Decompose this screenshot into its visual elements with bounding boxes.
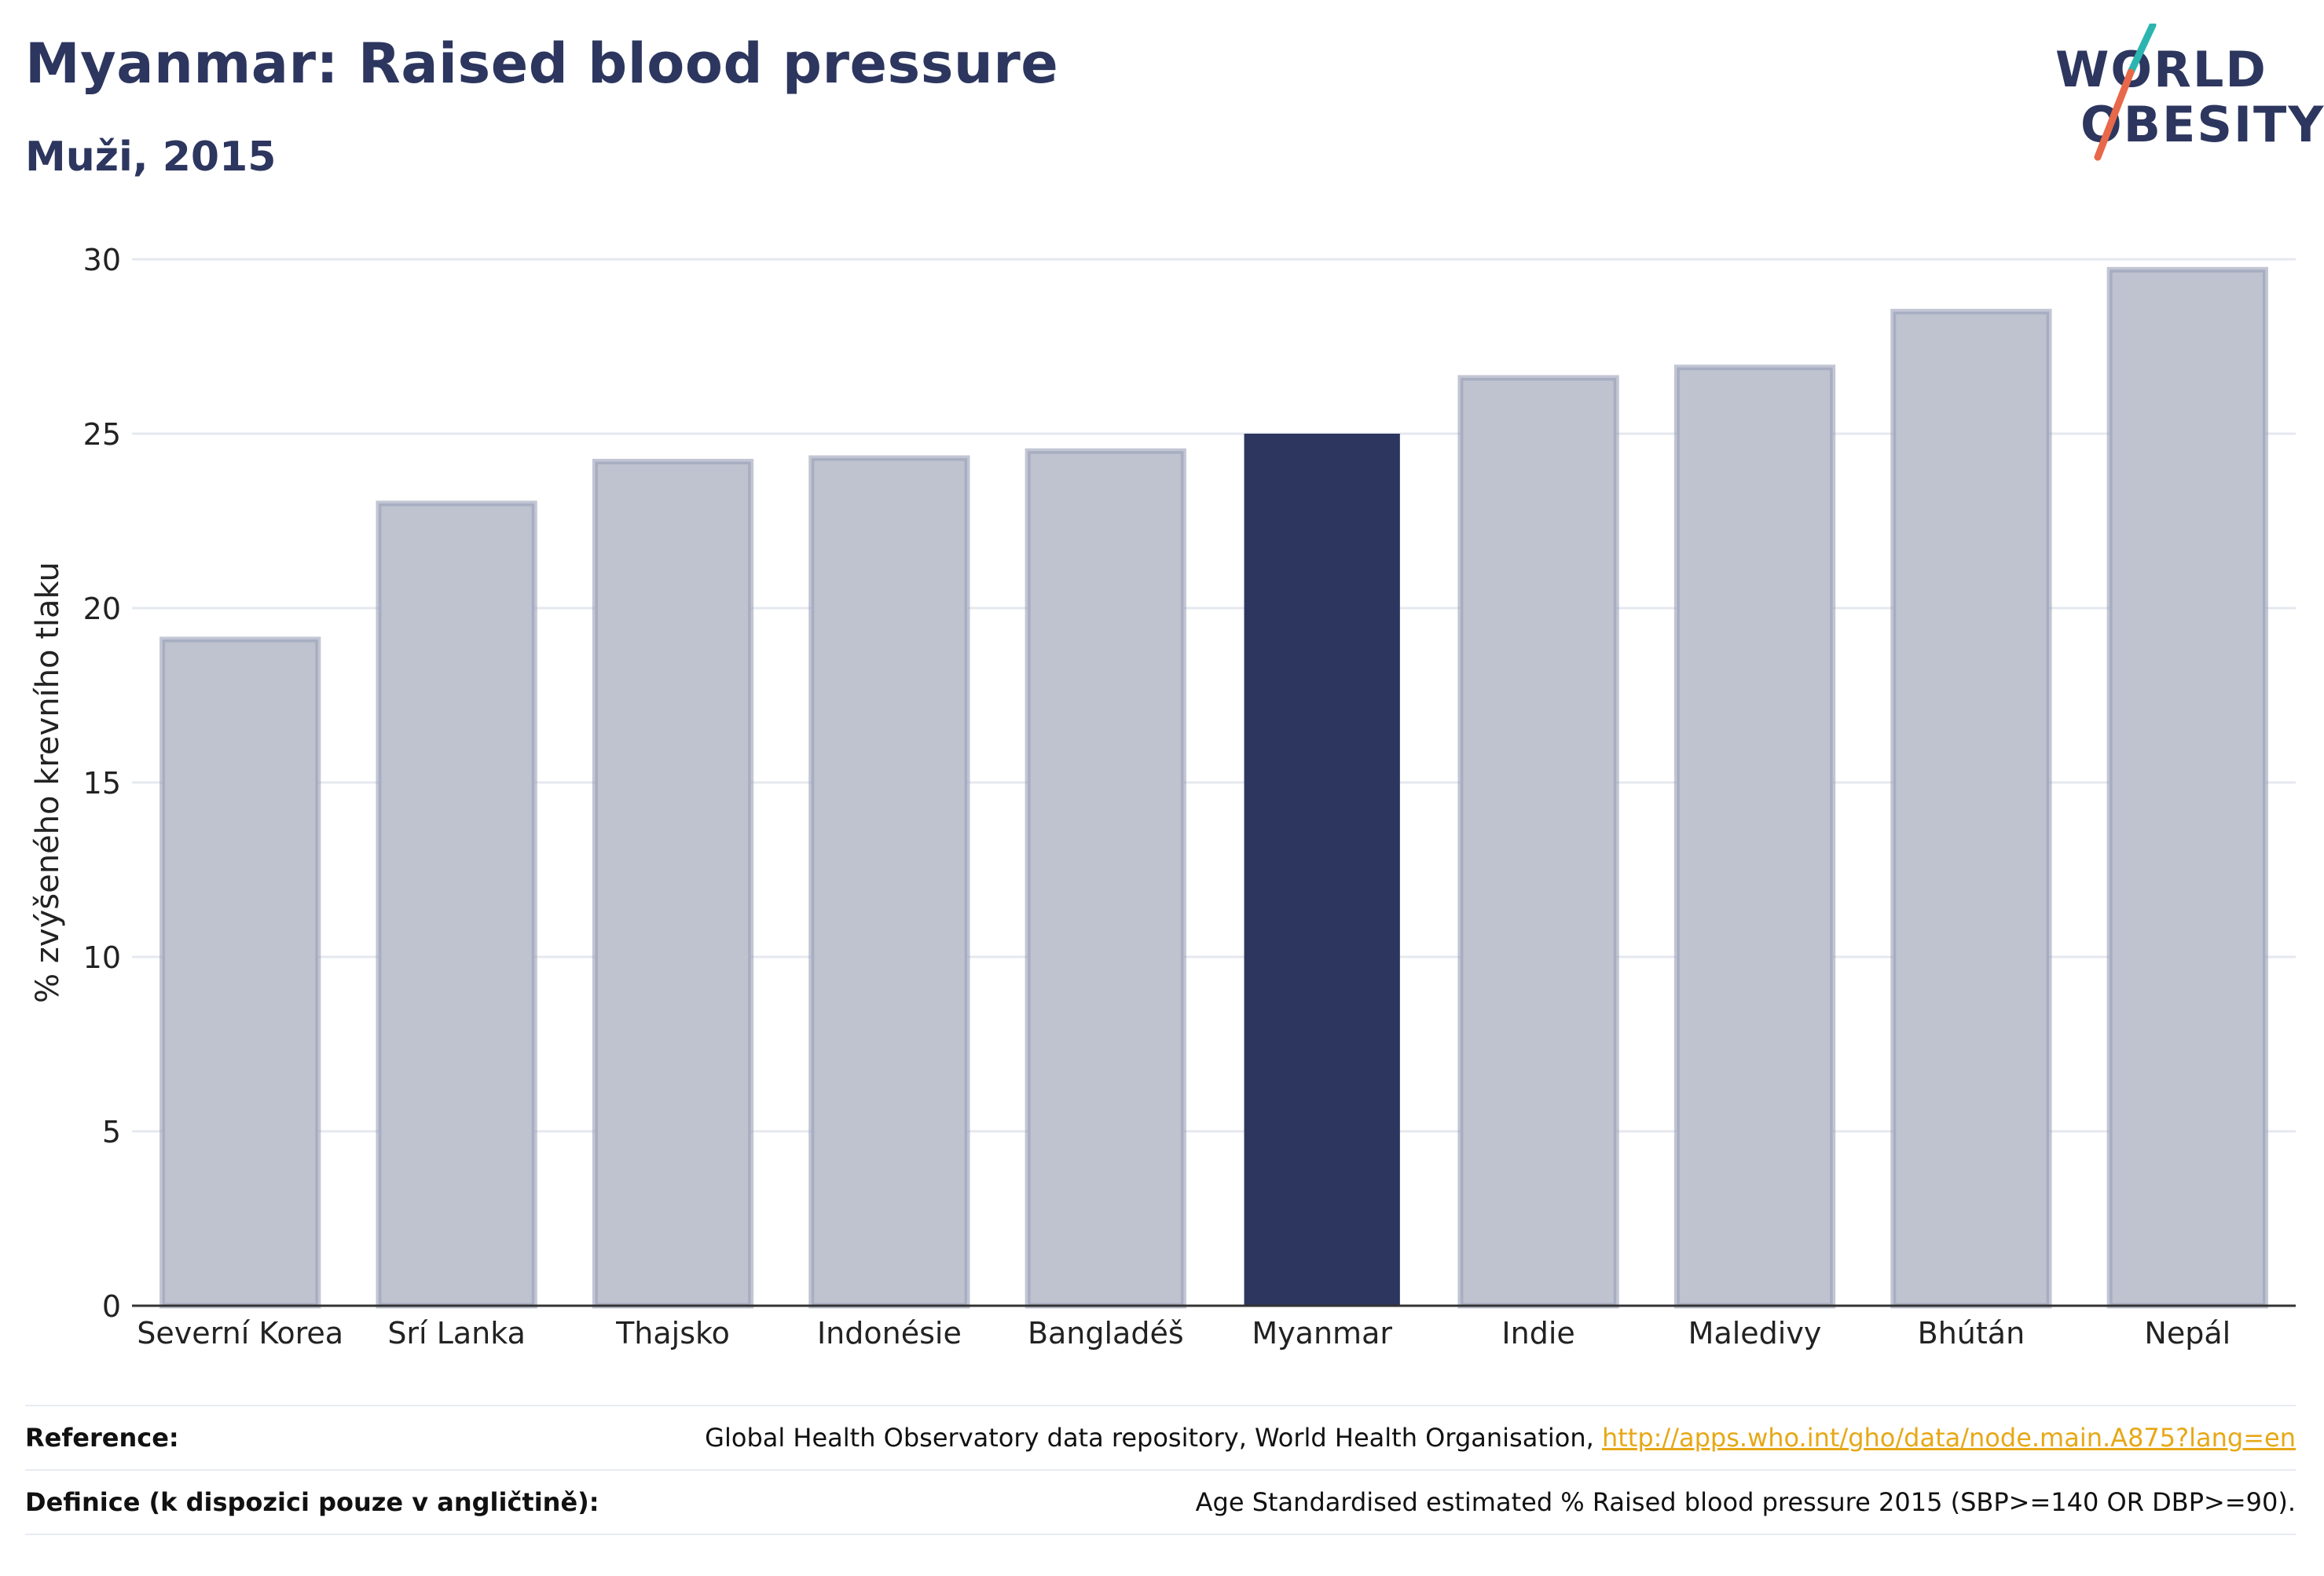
x-tick-label: Indonésie xyxy=(817,1316,962,1351)
definition-row: Definice (k dispozici pouze v angličtině… xyxy=(25,1471,2296,1534)
definition-label: Definice (k dispozici pouze v angličtině… xyxy=(25,1487,599,1517)
y-tick-label: 0 xyxy=(102,1289,121,1324)
reference-row: Reference: Global Health Observatory dat… xyxy=(25,1406,2296,1469)
reference-text: Global Health Observatory data repositor… xyxy=(705,1423,1602,1453)
x-tick-label: Maledivy xyxy=(1688,1316,1822,1351)
chart-subtitle: Muži, 2015 xyxy=(25,134,277,181)
world-obesity-logo: WORLD OBESITY xyxy=(2043,24,2323,165)
definition-text: Age Standardised estimated % Raised bloo… xyxy=(1195,1487,2296,1517)
footer-divider xyxy=(25,1534,2296,1535)
y-tick-label: 25 xyxy=(83,417,121,452)
y-tick-label: 15 xyxy=(83,766,121,801)
bar-chart: 0 5 10 15 20 25 30 % zvýšeného krevního tlaku Se… xyxy=(30,243,2296,1351)
reference-label: Reference: xyxy=(25,1423,179,1453)
reference-source: Global Health Observatory data repositor… xyxy=(705,1423,2296,1453)
x-tick-label: Severní Korea xyxy=(137,1316,343,1351)
chart-title: Myanmar: Raised blood pressure xyxy=(25,31,1059,96)
bar xyxy=(376,500,537,1309)
bar xyxy=(1890,309,2052,1309)
y-tick-label: 30 xyxy=(83,243,121,277)
logo-slash-icon xyxy=(2094,24,2157,161)
x-tick-label: Thajsko xyxy=(615,1316,730,1351)
x-tick-label: Myanmar xyxy=(1252,1316,1392,1351)
bar xyxy=(1673,365,1836,1309)
x-tick-label: Bangladéš xyxy=(1028,1316,1184,1351)
bar xyxy=(1457,375,1619,1309)
bar xyxy=(159,636,321,1309)
bar xyxy=(2106,266,2268,1309)
x-tick-label: Nepál xyxy=(2144,1316,2231,1351)
logo-line-1: WORLD xyxy=(2055,41,2267,98)
y-tick-label: 5 xyxy=(102,1115,121,1149)
footer-divider xyxy=(25,1405,2296,1406)
x-tick-label: Srí Lanka xyxy=(387,1316,526,1351)
y-tick-label: 20 xyxy=(83,592,121,626)
bar xyxy=(1025,448,1186,1309)
bar xyxy=(1244,434,1400,1306)
reference-link[interactable]: http://apps.who.int/gho/data/node.main.A… xyxy=(1601,1423,2296,1453)
x-tick-label: Indie xyxy=(1501,1316,1574,1351)
x-tick-label: Bhútán xyxy=(1918,1316,2025,1351)
y-axis-title: % zvýšeného krevního tlaku xyxy=(30,562,66,1003)
footer-divider xyxy=(25,1469,2296,1471)
bar xyxy=(808,455,970,1309)
y-tick-label: 10 xyxy=(83,940,121,975)
bar xyxy=(592,459,754,1309)
